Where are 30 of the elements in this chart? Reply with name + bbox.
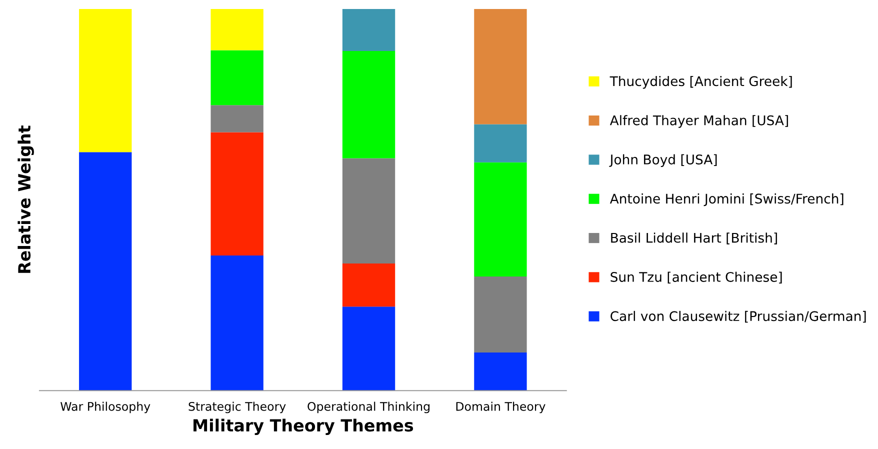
bar	[342, 158, 396, 264]
bar	[210, 105, 264, 132]
legend-label: Carl von Clausewitz [Prussian/German]	[610, 310, 866, 323]
bar	[210, 132, 264, 256]
bar	[474, 124, 527, 162]
bar	[342, 8, 396, 51]
legend-label: Antoine Henri Jomini [Swiss/French]	[610, 193, 844, 206]
bar	[342, 306, 396, 391]
bar	[474, 276, 527, 352]
bar	[210, 50, 264, 106]
legend-label: Basil Liddell Hart [British]	[611, 232, 777, 244]
legend-label: John Boyd [USA]	[609, 154, 717, 168]
x-tick-label: Operational Thinking	[308, 402, 430, 414]
legend-label: Thucydides [Ancient Greek]	[610, 76, 792, 89]
x-axis-title: Military Theory Themes	[194, 418, 414, 435]
bar	[210, 256, 264, 391]
bar	[79, 8, 132, 152]
bar	[474, 8, 527, 124]
x-tick-label: Domain Theory	[456, 402, 546, 414]
bar	[210, 8, 264, 50]
legend-label: Sun Tzu [ancient Chinese]	[610, 272, 782, 284]
y-axis-title: Relative Weight	[18, 126, 34, 273]
x-tick-label: Strategic Theory	[188, 402, 286, 414]
bar	[79, 152, 132, 391]
bar	[342, 50, 396, 158]
bar	[474, 352, 527, 391]
bar	[342, 264, 396, 307]
legend-label: Alfred Thayer Mahan [USA]	[610, 115, 788, 128]
x-tick-label: War Philosophy	[60, 402, 150, 414]
bar	[474, 162, 527, 277]
